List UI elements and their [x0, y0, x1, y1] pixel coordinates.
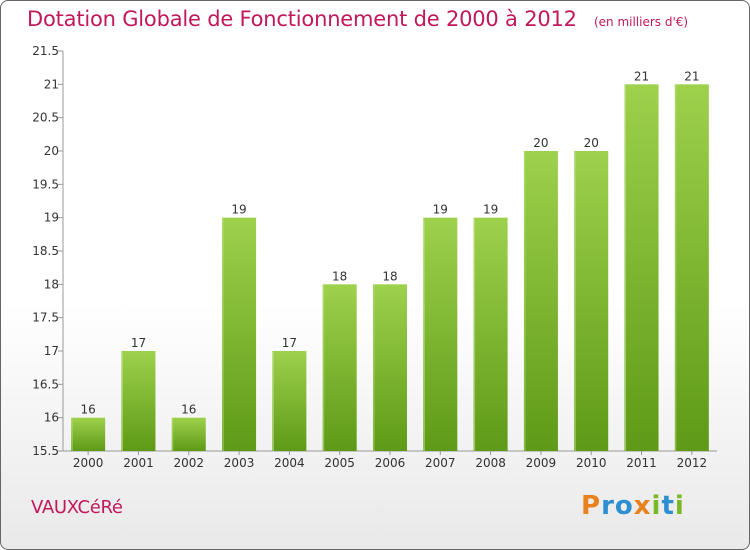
y-tick-label: 17: [44, 344, 59, 358]
x-tick-label: 2012: [677, 456, 708, 470]
y-tick-label: 18.5: [32, 244, 59, 258]
x-tick-label: 2001: [123, 456, 154, 470]
data-label-2003: 19: [231, 203, 246, 217]
data-label-2004: 17: [282, 336, 297, 350]
data-label-2012: 21: [684, 69, 699, 83]
data-label-2007: 19: [433, 203, 448, 217]
bar-2011: [624, 84, 659, 451]
bar-2000: [71, 417, 106, 451]
x-tick-label: 2003: [224, 456, 255, 470]
logo-letter: i: [674, 491, 685, 521]
y-tick-label: 15.5: [32, 444, 59, 458]
data-label-2005: 18: [332, 269, 347, 283]
x-tick-label: 2002: [173, 456, 204, 470]
labels: 16 2000 17 2001 16 2002 19 2003 17 2004 18 2005 18 20…: [73, 69, 707, 470]
bar-2007: [423, 217, 458, 451]
title-row: Dotation Globale de Fonctionnement de 20…: [27, 7, 688, 31]
x-tick-label: 2008: [475, 456, 506, 470]
y-tick-label: 20.5: [32, 111, 59, 125]
y-tick-label: 16: [44, 411, 59, 425]
x-tick-label: 2005: [324, 456, 355, 470]
y-tick-label: 18: [44, 277, 59, 291]
x-tick-label: 2007: [425, 456, 456, 470]
data-label-2002: 16: [181, 403, 196, 417]
y-tick-label: 19: [44, 211, 59, 225]
x-tick-label: 2009: [526, 456, 557, 470]
x-tick-label: 2010: [576, 456, 607, 470]
data-label-2001: 17: [131, 336, 146, 350]
data-label-2006: 18: [382, 269, 397, 283]
bar-2004: [272, 351, 307, 451]
proxiti-logo: Proxiti: [581, 491, 685, 521]
data-label-2008: 19: [483, 203, 498, 217]
data-label-2009: 20: [533, 136, 548, 150]
x-tick-label: 2004: [274, 456, 305, 470]
y-tick-label: 21: [44, 77, 59, 91]
logo-letter: i: [651, 491, 662, 521]
bar-2012: [674, 84, 709, 451]
bar-2009: [523, 151, 558, 451]
y-tick-label: 19.5: [32, 177, 59, 191]
bar-2010: [574, 151, 609, 451]
bar-2005: [322, 284, 357, 451]
chart-unit-note: (en milliers d'€): [593, 15, 689, 29]
bars: [71, 84, 709, 451]
bar-2002: [171, 417, 206, 451]
logo-letter: P: [581, 491, 602, 521]
x-tick-label: 2000: [73, 456, 104, 470]
y-tick-label: 21.5: [32, 44, 59, 58]
x-tick-label: 2006: [375, 456, 406, 470]
y-tick-label: 20: [44, 144, 59, 158]
chart-title: Dotation Globale de Fonctionnement de 20…: [27, 7, 577, 31]
bar-2008: [473, 217, 508, 451]
bar-2001: [121, 351, 156, 451]
bar-2006: [373, 284, 407, 451]
logo-letter: o: [614, 491, 634, 521]
data-label-2011: 21: [634, 69, 649, 83]
bar-2003: [222, 217, 257, 451]
commune-name: VAUXCéRé: [31, 497, 123, 518]
logo-letter: x: [633, 491, 652, 521]
logo-letter: t: [661, 491, 675, 521]
x-tick-label: 2011: [626, 456, 657, 470]
y-tick-label: 16.5: [32, 377, 59, 391]
data-label-2000: 16: [81, 403, 96, 417]
logo-letter: r: [601, 491, 615, 521]
data-label-2010: 20: [584, 136, 599, 150]
y-tick-label: 17.5: [32, 311, 59, 325]
axes: 15.5 16 16.5 17 17.5 18 18.5 19 19.5 20 20.5 21 21.5: [32, 44, 717, 458]
